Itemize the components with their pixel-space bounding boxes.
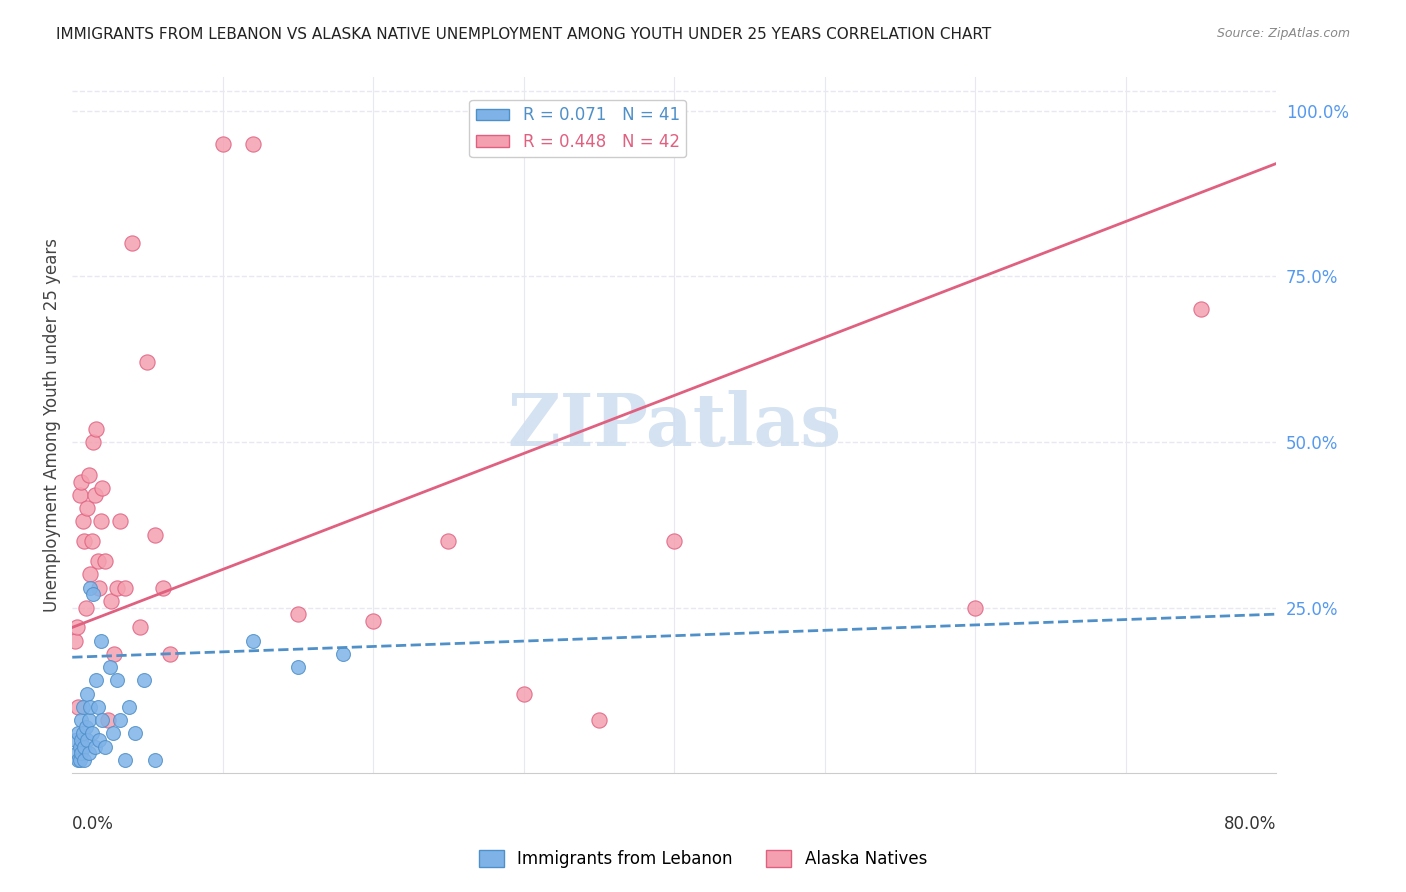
Point <box>89 581 111 595</box>
Point <box>129 620 152 634</box>
Point <box>105 581 128 595</box>
Point <box>121 236 143 251</box>
Point <box>67 726 90 740</box>
Point <box>91 713 114 727</box>
Point <box>65 733 87 747</box>
Point <box>105 673 128 688</box>
Point <box>437 534 460 549</box>
Point <box>70 747 93 761</box>
Point <box>152 581 174 595</box>
Point <box>97 713 120 727</box>
Point <box>66 747 89 761</box>
Point <box>100 594 122 608</box>
Text: 80.0%: 80.0% <box>1223 815 1277 833</box>
Point <box>110 713 132 727</box>
Point <box>114 753 136 767</box>
Point <box>79 567 101 582</box>
Point <box>73 739 96 754</box>
Point <box>70 475 93 489</box>
Point <box>103 647 125 661</box>
Point <box>76 687 98 701</box>
Point <box>159 647 181 661</box>
Text: 0.0%: 0.0% <box>72 815 114 833</box>
Point <box>87 700 110 714</box>
Point <box>69 488 91 502</box>
Point <box>72 515 94 529</box>
Point <box>79 581 101 595</box>
Point <box>75 720 97 734</box>
Point <box>76 733 98 747</box>
Point <box>136 355 159 369</box>
Text: IMMIGRANTS FROM LEBANON VS ALASKA NATIVE UNEMPLOYMENT AMONG YOUTH UNDER 25 YEARS: IMMIGRANTS FROM LEBANON VS ALASKA NATIVE… <box>56 27 991 42</box>
Point <box>84 422 107 436</box>
Point <box>73 534 96 549</box>
Point <box>101 726 124 740</box>
Point <box>94 554 117 568</box>
Point <box>110 515 132 529</box>
Point <box>80 726 103 740</box>
Point <box>90 633 112 648</box>
Point <box>361 614 384 628</box>
Point <box>287 660 309 674</box>
Point <box>82 587 104 601</box>
Point <box>72 700 94 714</box>
Point <box>73 753 96 767</box>
Point <box>67 753 90 767</box>
Point <box>77 713 100 727</box>
Point <box>65 633 87 648</box>
Point <box>287 607 309 622</box>
Point <box>69 739 91 754</box>
Point <box>588 713 610 727</box>
Point <box>77 468 100 483</box>
Point <box>70 733 93 747</box>
Point <box>143 753 166 767</box>
Point <box>76 501 98 516</box>
Point <box>80 534 103 549</box>
Point <box>83 488 105 502</box>
Point <box>118 700 141 714</box>
Point <box>66 620 89 634</box>
Point <box>70 713 93 727</box>
Point <box>332 647 354 661</box>
Point <box>1189 302 1212 317</box>
Text: Source: ZipAtlas.com: Source: ZipAtlas.com <box>1216 27 1350 40</box>
Point <box>242 136 264 151</box>
Point <box>72 726 94 740</box>
Point <box>67 700 90 714</box>
Point <box>124 726 146 740</box>
Text: ZIPatlas: ZIPatlas <box>508 390 841 461</box>
Point <box>90 515 112 529</box>
Point <box>211 136 233 151</box>
Point <box>77 747 100 761</box>
Point <box>75 600 97 615</box>
Point <box>79 700 101 714</box>
Point <box>143 527 166 541</box>
Point <box>87 554 110 568</box>
Point <box>662 534 685 549</box>
Point <box>84 673 107 688</box>
Point <box>83 739 105 754</box>
Point <box>91 481 114 495</box>
Point <box>69 753 91 767</box>
Legend: Immigrants from Lebanon, Alaska Natives: Immigrants from Lebanon, Alaska Natives <box>472 843 934 875</box>
Point <box>114 581 136 595</box>
Point <box>134 673 156 688</box>
Point <box>82 434 104 449</box>
Point <box>94 739 117 754</box>
Point <box>98 660 121 674</box>
Point <box>242 633 264 648</box>
Point <box>512 687 534 701</box>
Point <box>89 733 111 747</box>
Y-axis label: Unemployment Among Youth under 25 years: Unemployment Among Youth under 25 years <box>44 238 60 612</box>
Legend: R = 0.071   N = 41, R = 0.448   N = 42: R = 0.071 N = 41, R = 0.448 N = 42 <box>470 100 686 157</box>
Point <box>965 600 987 615</box>
